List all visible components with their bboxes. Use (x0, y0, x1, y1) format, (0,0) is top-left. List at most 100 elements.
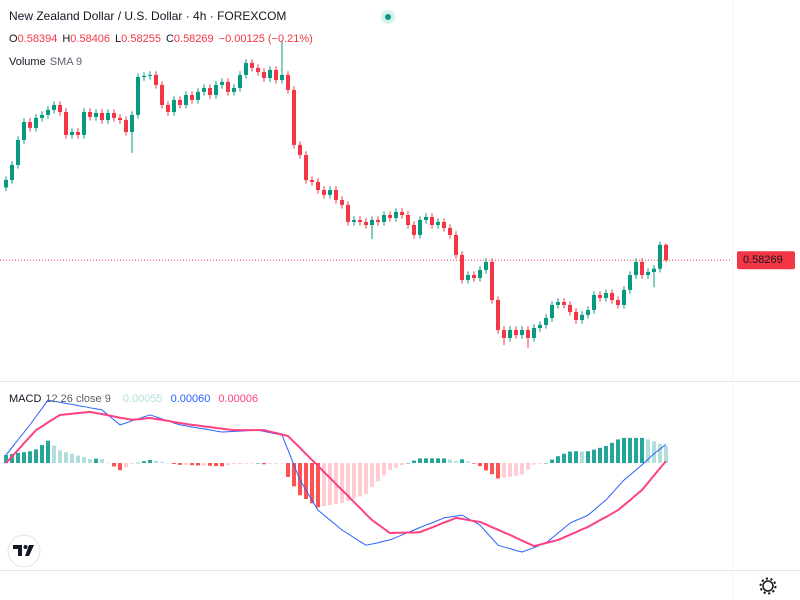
candle-body (520, 329, 524, 336)
histogram-bar (292, 463, 296, 487)
candle-body (550, 304, 554, 319)
candle-body (94, 112, 98, 117)
histogram-bar (394, 463, 398, 468)
candle-body (190, 95, 194, 100)
candle-body (556, 302, 560, 305)
histogram-bar (34, 449, 38, 464)
candle-body (376, 219, 380, 222)
candle-body (502, 329, 506, 338)
logo[interactable] (7, 534, 41, 568)
candle-body (628, 275, 632, 290)
volume-legend[interactable]: Volume SMA 9 (9, 56, 82, 68)
histogram-bar (322, 463, 326, 507)
histogram-bar (82, 457, 86, 464)
histogram-bar (400, 463, 404, 466)
candle-body (142, 75, 146, 78)
symbol-title: New Zealand Dollar / U.S. Dollar · 4h · … (9, 9, 286, 23)
candle-body (466, 275, 470, 280)
histogram-bar (316, 463, 320, 508)
candle-body (334, 190, 338, 200)
candle-body (88, 112, 92, 117)
candle-body (118, 117, 122, 121)
histogram-bar (130, 463, 134, 464)
indicator-name: Volume (9, 56, 46, 68)
histogram-bar (46, 440, 50, 464)
histogram-bar (442, 458, 446, 464)
candle-body (634, 261, 638, 276)
histogram-bar (262, 463, 266, 465)
histogram-bar (88, 458, 92, 464)
candle-body (592, 294, 596, 311)
ohlc-value: 0.58269 (174, 33, 214, 45)
logo-shape (13, 545, 22, 556)
ohlc-label: O (9, 33, 18, 45)
candle-body (136, 77, 140, 115)
legend-value: 0.00060 (171, 393, 211, 405)
histogram-bar (238, 463, 242, 464)
candle-body (322, 190, 326, 195)
candle-body (370, 219, 374, 225)
histogram-bar (664, 445, 668, 464)
histogram-bar (562, 453, 566, 464)
histogram-bar (496, 463, 500, 479)
histogram-bar (652, 441, 656, 464)
candle-body (508, 329, 512, 338)
histogram-bar (142, 461, 146, 464)
histogram-bar (574, 451, 578, 464)
candle-body (46, 109, 50, 115)
histogram-bar (508, 463, 512, 477)
candle-body (112, 112, 116, 118)
candle-body (178, 99, 182, 105)
histogram-bar (268, 463, 272, 464)
histogram-bar (4, 454, 8, 464)
candle-body (424, 216, 428, 220)
histogram-bar (190, 463, 194, 466)
histogram-bar (304, 463, 308, 499)
candle-body (442, 221, 446, 228)
candle-body (496, 300, 500, 330)
histogram-bar (490, 463, 494, 475)
candle-body (250, 62, 254, 68)
indicator-name: MACD (9, 393, 41, 405)
candle-body (52, 104, 56, 110)
candle-body (586, 310, 590, 315)
legend-value: 0.00055 (123, 393, 163, 405)
candle-body (16, 139, 20, 165)
ohlc-legend: O0.58394 H0.58406 L0.58255 C0.58269 −0.00125… (9, 33, 313, 45)
candle-body (658, 244, 662, 269)
market-status-dot[interactable] (385, 14, 391, 20)
candle-body (286, 74, 290, 90)
candle-body (406, 215, 410, 225)
histogram-bar (472, 463, 476, 464)
histogram-bar (124, 463, 128, 468)
candle-body (238, 74, 242, 88)
candle-body (304, 155, 308, 181)
histogram-bar (358, 463, 362, 497)
candle-body (574, 311, 578, 320)
settings-button[interactable] (759, 577, 777, 595)
histogram-bar (148, 459, 152, 464)
histogram-bar (598, 447, 602, 464)
histogram-bar (460, 459, 464, 464)
histogram-bar (154, 460, 158, 464)
logo-badge[interactable] (7, 534, 41, 568)
candle-body (568, 304, 572, 312)
candle-body (316, 181, 320, 190)
candle-body (472, 275, 476, 278)
last-price-label: 0.58269 (743, 254, 783, 266)
histogram-bar (286, 463, 290, 477)
candle-body (76, 131, 80, 135)
candle-body (514, 329, 518, 336)
histogram-bar (64, 452, 68, 464)
candle-body (28, 121, 32, 128)
candle-body (100, 112, 104, 121)
histogram-bar (112, 463, 116, 467)
histogram-bar (382, 463, 386, 476)
histogram-bar (646, 439, 650, 464)
histogram-bar (616, 439, 620, 464)
candle-body (604, 293, 608, 298)
candle-body (274, 69, 278, 80)
histogram-bar (454, 461, 458, 464)
macd-legend[interactable]: MACD 12 26 close 9 0.00055 0.00060 0.00006 (9, 393, 258, 405)
histogram-bar (184, 463, 188, 465)
